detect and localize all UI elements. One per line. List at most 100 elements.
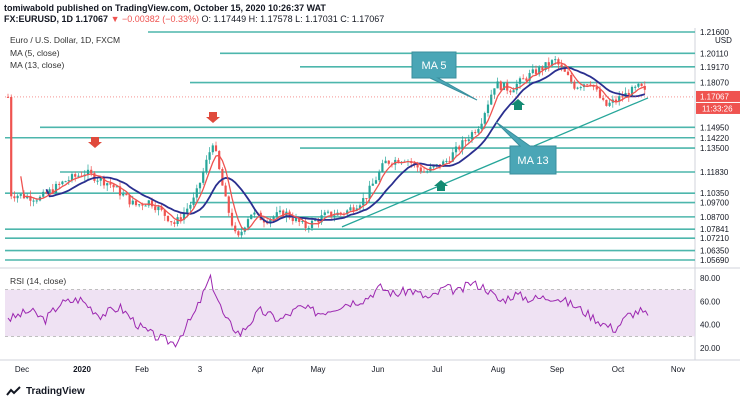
candle-down <box>134 200 138 206</box>
candle-down <box>227 196 230 213</box>
candle-down <box>74 174 77 177</box>
candle-up <box>630 86 634 97</box>
callout-ma13-shape <box>495 121 557 175</box>
trendline <box>341 97 649 228</box>
candle-down <box>416 163 419 168</box>
legend-ma5[interactable]: MA (5, close) <box>10 48 60 58</box>
price-label-bg <box>696 232 740 244</box>
tradingview-logo[interactable]: TradingView <box>6 386 85 397</box>
price-axis-label: 1.19170 <box>700 63 729 72</box>
candle-up <box>470 132 474 140</box>
price-label-bg <box>696 77 740 89</box>
candle-up <box>157 206 160 211</box>
candle-up <box>442 161 445 167</box>
candle-up <box>307 227 310 229</box>
current-price-tag <box>696 90 740 102</box>
candle-down <box>464 140 467 142</box>
candle-down <box>237 231 240 236</box>
candle-down <box>547 62 550 66</box>
candle-up <box>467 139 470 141</box>
candle-down <box>125 193 128 196</box>
candle-up <box>205 159 208 172</box>
candle-up <box>246 219 250 228</box>
price-label-bg <box>696 245 740 257</box>
ma5-line <box>20 61 646 232</box>
candle-down <box>458 146 461 150</box>
candle-up <box>32 200 35 202</box>
candle-up <box>378 171 381 181</box>
ohlc-low: L: 1.17031 <box>295 14 338 24</box>
candle-down <box>563 67 566 72</box>
candle-down <box>352 207 355 211</box>
candle-up <box>240 231 243 236</box>
candle-up <box>531 69 534 74</box>
callout-ma5-shape <box>411 51 478 101</box>
current-price-label: 1.17067 <box>700 92 729 101</box>
price-axis-label: 1.05690 <box>700 256 729 265</box>
candle-down <box>573 81 576 89</box>
candle-down <box>595 86 598 90</box>
candle-up <box>67 180 70 182</box>
chart-title[interactable]: Euro / U.S. Dollar, 1D, FXCM <box>10 35 121 45</box>
candle-up <box>538 67 541 75</box>
candle-down <box>317 220 320 223</box>
candle-up <box>275 212 278 217</box>
candle-down <box>499 81 502 90</box>
price-change: ▼ −0.00382 (−0.33%) <box>110 14 200 24</box>
candle-up <box>502 82 506 90</box>
currency-label: USD <box>715 36 732 45</box>
candle-up <box>106 183 109 186</box>
arrow-down-icon <box>206 112 220 123</box>
candle-up <box>333 215 336 217</box>
candle-down <box>141 204 144 206</box>
candle-up <box>454 146 458 153</box>
rsi-axis-label: 20.00 <box>700 344 721 353</box>
candle-up <box>432 166 435 168</box>
candle-down <box>474 132 477 134</box>
time-axis-label: 2020 <box>73 365 91 374</box>
candle-up <box>634 86 637 88</box>
rsi-axis-label: 40.00 <box>700 321 721 330</box>
candle-down <box>221 169 224 186</box>
ohlc-high: H: 1.17578 <box>248 14 293 24</box>
price-axis-label: 1.10350 <box>700 189 729 198</box>
legend-ma13[interactable]: MA (13, close) <box>10 60 65 70</box>
candle-up <box>19 194 22 196</box>
ma13-line <box>45 66 646 224</box>
price-axis-label: 1.06350 <box>700 247 729 256</box>
candle-down <box>413 162 416 164</box>
rsi-legend[interactable]: RSI (14, close) <box>10 276 67 286</box>
candle-up <box>493 88 496 95</box>
candle-down <box>262 220 266 223</box>
candle-up <box>374 180 378 184</box>
candle-down <box>166 215 170 222</box>
candle-down <box>10 97 13 197</box>
time-axis-label: Dec <box>15 365 29 374</box>
candle-up <box>147 200 150 206</box>
publish-line: tomiwabold published on TradingView.com,… <box>4 3 326 13</box>
callout-ma13-text: MA 13 <box>517 155 548 167</box>
price-axis-label: 1.09700 <box>700 199 729 208</box>
candle-up <box>371 183 374 186</box>
price-axis-label: 1.14220 <box>700 134 729 143</box>
candle-down <box>605 99 608 106</box>
candle-up <box>477 129 480 133</box>
candle-up <box>195 188 198 198</box>
candle-up <box>451 152 454 162</box>
candle-up <box>272 216 275 220</box>
candle-up <box>368 185 371 199</box>
candle-up <box>346 210 349 215</box>
ohlc-close: C: 1.17067 <box>340 14 385 24</box>
candle-down <box>304 221 307 228</box>
candle-up <box>461 140 464 150</box>
symbol-line: FX:EURUSD, 1D 1.17067 ▼ −0.00382 (−0.33%… <box>4 14 384 24</box>
candle-up <box>211 145 214 153</box>
candle-up <box>61 181 64 185</box>
ohlc-open: O: 1.17449 <box>201 14 247 24</box>
candle-up <box>637 83 640 87</box>
time-axis-label: Jun <box>372 365 385 374</box>
candle-down <box>330 211 333 217</box>
price-label-bg <box>696 223 740 235</box>
price-axis-label: 1.11830 <box>700 168 729 177</box>
price-label-bg <box>696 211 740 223</box>
